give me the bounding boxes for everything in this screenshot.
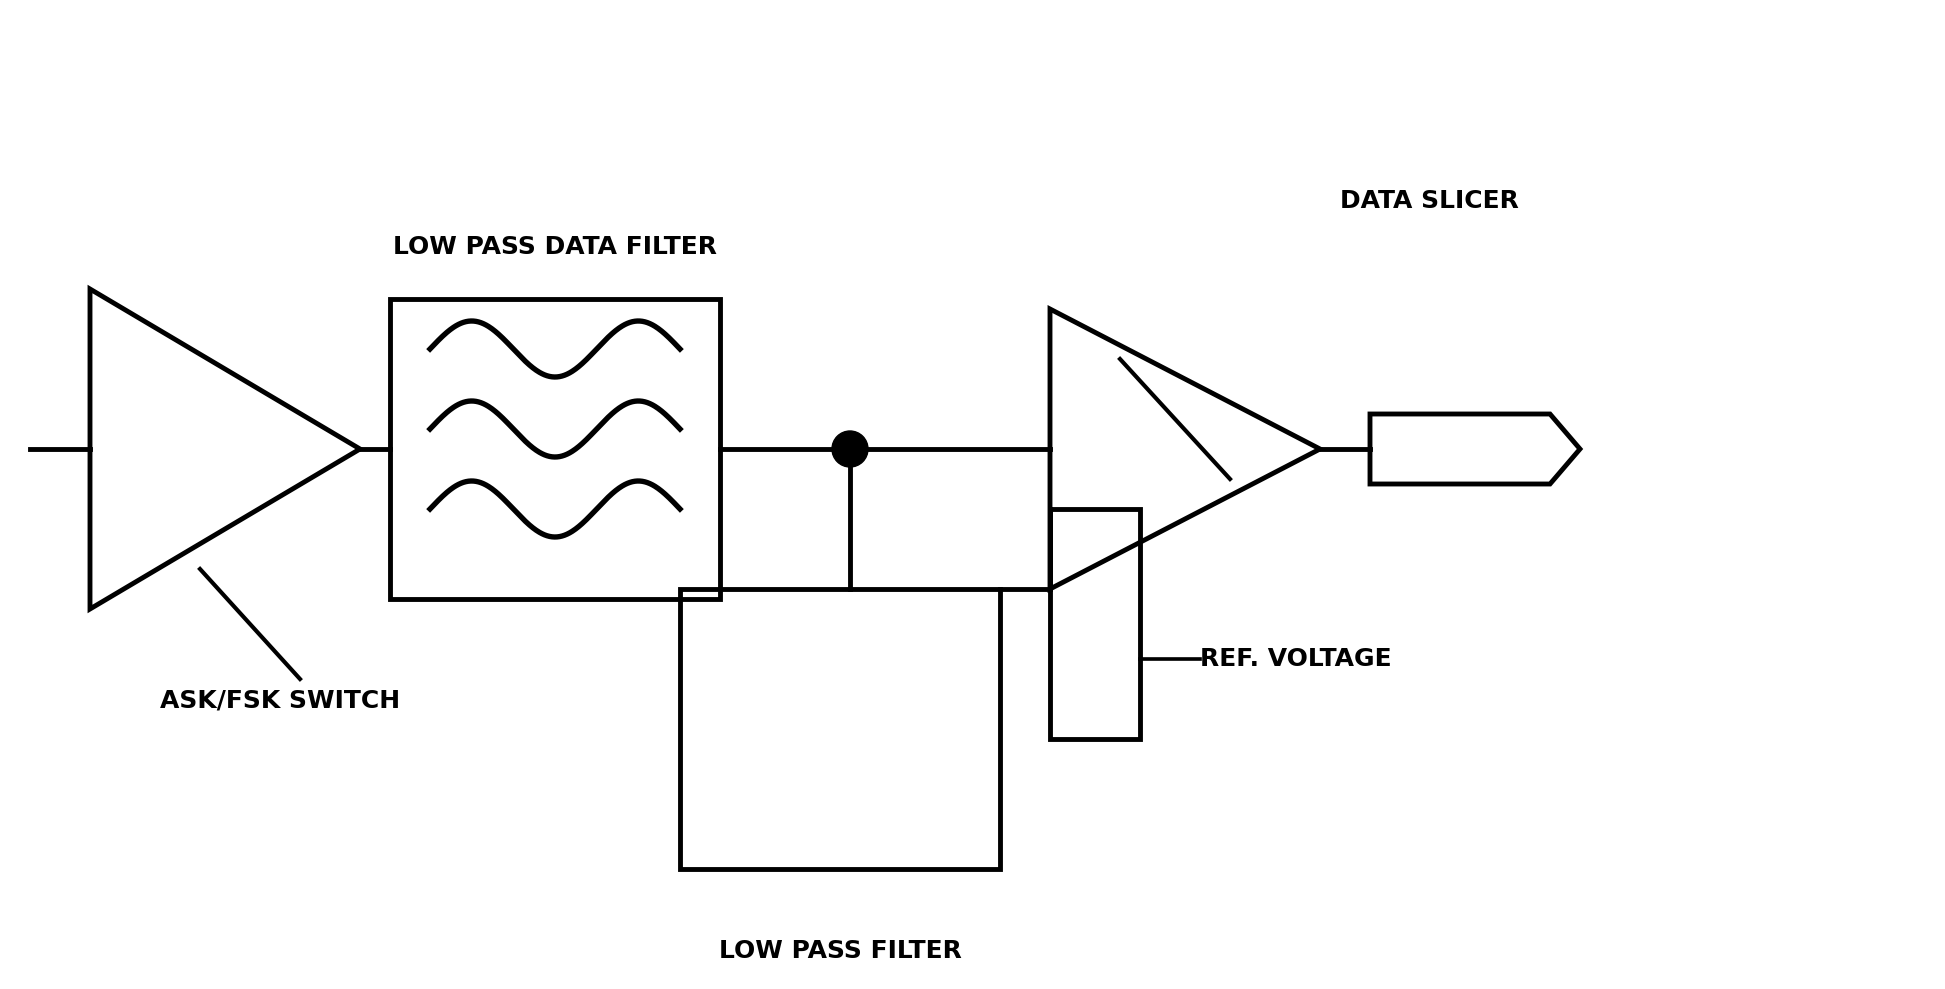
Text: ASK/FSK SWITCH: ASK/FSK SWITCH bbox=[159, 689, 401, 713]
Text: REF. VOLTAGE: REF. VOLTAGE bbox=[1200, 647, 1391, 671]
Circle shape bbox=[832, 431, 867, 467]
Text: LOW PASS FILTER: LOW PASS FILTER bbox=[718, 939, 961, 963]
Bar bbox=[681, 589, 1000, 869]
Text: DATA SLICER: DATA SLICER bbox=[1340, 189, 1519, 213]
Bar bbox=[391, 299, 720, 599]
Text: LOW PASS DATA FILTER: LOW PASS DATA FILTER bbox=[393, 235, 718, 259]
Bar bbox=[1050, 509, 1140, 739]
